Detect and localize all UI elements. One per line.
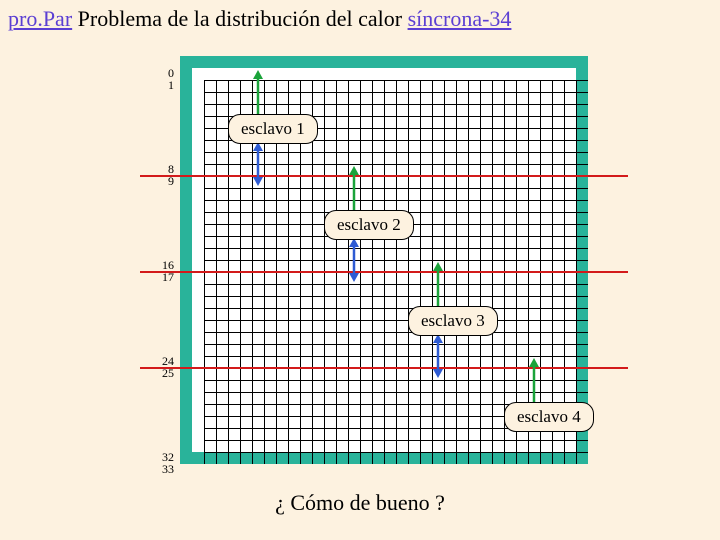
row-index: 25 bbox=[134, 367, 174, 379]
region-divider bbox=[140, 367, 628, 369]
region-divider bbox=[140, 175, 628, 177]
stage: pro.Par Problema de la distribución del … bbox=[0, 0, 720, 540]
title-part-c: síncrona-34 bbox=[408, 6, 512, 31]
heat-grid: esclavo 1esclavo 2esclavo 3esclavo 4 bbox=[180, 56, 588, 464]
slave-label: esclavo 4 bbox=[504, 402, 594, 432]
footer-question: ¿ Cómo de bueno ? bbox=[0, 490, 720, 516]
slave-label: esclavo 2 bbox=[324, 210, 414, 240]
row-index: 33 bbox=[134, 463, 174, 475]
title-part-a: pro.Par bbox=[8, 6, 72, 31]
exchange-arrow bbox=[432, 334, 444, 378]
row-index: 9 bbox=[134, 175, 174, 187]
region-divider bbox=[140, 271, 628, 273]
row-index: 17 bbox=[134, 271, 174, 283]
slave-label: esclavo 3 bbox=[408, 306, 498, 336]
slave-label: esclavo 1 bbox=[228, 114, 318, 144]
row-index: 1 bbox=[134, 79, 174, 91]
title-part-b: Problema de la distribución del calor bbox=[72, 6, 407, 31]
exchange-arrow bbox=[348, 238, 360, 282]
page-title: pro.Par Problema de la distribución del … bbox=[8, 6, 511, 32]
exchange-arrow bbox=[252, 142, 264, 186]
